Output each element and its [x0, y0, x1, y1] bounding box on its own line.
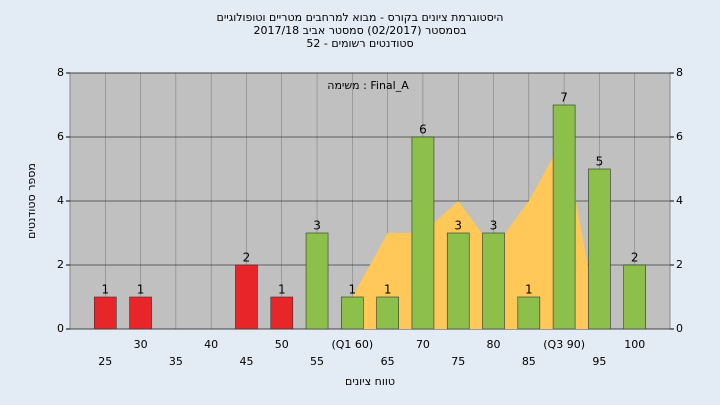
y-tick-label: 8	[57, 66, 64, 79]
bar	[305, 232, 329, 330]
data-label: 1	[349, 283, 357, 297]
bar	[517, 296, 541, 330]
y2-tick-label: 2	[676, 258, 683, 271]
bar	[93, 296, 117, 330]
data-label: 1	[278, 283, 286, 297]
x-tick-label: (Q3 90)	[543, 338, 585, 351]
x-tick-label: 40	[204, 338, 218, 351]
x-tick-label: 85	[522, 355, 536, 368]
x-tick-label: 30	[134, 338, 148, 351]
x-tick-label: 70	[416, 338, 430, 351]
bar	[623, 264, 647, 330]
x-tick-label: 25	[98, 355, 112, 368]
data-label: 3	[454, 219, 462, 233]
data-label: 2	[243, 251, 251, 265]
data-label: 1	[384, 283, 392, 297]
data-label: 6	[419, 123, 427, 137]
bar	[482, 232, 505, 330]
y2-tick-label: 0	[676, 322, 683, 335]
data-label: 3	[313, 219, 321, 233]
x-tick-label: 65	[381, 355, 395, 368]
y-tick-label: 6	[57, 130, 64, 143]
x-tick-label: 50	[275, 338, 289, 351]
bar	[376, 296, 399, 330]
x-tick-label: 55	[310, 355, 324, 368]
annotation: משימה : Final_A	[327, 79, 409, 92]
y2-tick-label: 4	[676, 194, 683, 207]
bar	[235, 264, 258, 330]
x-tick-label: 75	[451, 355, 465, 368]
chart-title: היסטוגרמת ציונים בקורס - מבוא למרחבים מט…	[217, 11, 504, 24]
x-tick-label: 45	[239, 355, 253, 368]
x-tick-label: 80	[487, 338, 501, 351]
bar	[552, 104, 576, 330]
chart-subtitle: סטודנטים רשומים - 52	[306, 37, 413, 50]
y-tick-label: 0	[57, 322, 64, 335]
bar	[588, 168, 611, 330]
x-tick-label: 35	[169, 355, 183, 368]
data-label: 7	[560, 91, 568, 105]
bar	[341, 296, 364, 330]
x-tick-label: 95	[592, 355, 606, 368]
data-label: 3	[490, 219, 498, 233]
data-label: 5	[596, 155, 604, 169]
chart-subtitle: בסמסטר (02/2017) סמסטר אביב 2017/18	[253, 24, 466, 37]
y-tick-label: 4	[57, 194, 64, 207]
x-tick-label: 100	[624, 338, 645, 351]
x-axis-label: טווח ציונים	[345, 375, 395, 388]
bar	[446, 232, 470, 330]
bar	[270, 296, 294, 330]
data-label: 2	[631, 251, 639, 265]
data-label: 1	[525, 283, 533, 297]
y-axis-label: מספר סטודנטים	[25, 163, 38, 239]
y-tick-label: 2	[57, 258, 64, 271]
bar	[411, 136, 435, 330]
data-label: 1	[137, 283, 145, 297]
data-label: 1	[101, 283, 109, 297]
bar	[129, 296, 152, 330]
x-tick-label: (Q1 60)	[331, 338, 373, 351]
y2-tick-label: 6	[676, 130, 683, 143]
y2-tick-label: 8	[676, 66, 683, 79]
